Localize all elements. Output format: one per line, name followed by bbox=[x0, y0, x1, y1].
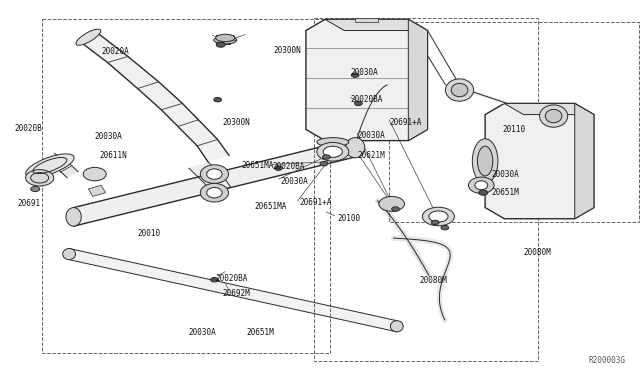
Ellipse shape bbox=[275, 166, 282, 170]
Ellipse shape bbox=[207, 169, 222, 179]
Polygon shape bbox=[189, 162, 230, 193]
Polygon shape bbox=[216, 35, 237, 40]
Ellipse shape bbox=[323, 155, 330, 159]
Ellipse shape bbox=[545, 109, 562, 123]
Text: 20691: 20691 bbox=[18, 199, 41, 208]
Polygon shape bbox=[306, 19, 428, 141]
Polygon shape bbox=[355, 18, 378, 22]
Ellipse shape bbox=[211, 278, 218, 282]
Polygon shape bbox=[485, 103, 594, 219]
Text: 20651M: 20651M bbox=[246, 328, 274, 337]
Ellipse shape bbox=[216, 34, 235, 42]
Text: R200003G: R200003G bbox=[589, 356, 626, 365]
Text: 20020BA: 20020BA bbox=[351, 95, 383, 104]
Text: 20300N: 20300N bbox=[274, 46, 301, 55]
Text: 20020BA: 20020BA bbox=[272, 162, 305, 171]
Polygon shape bbox=[504, 103, 594, 115]
Ellipse shape bbox=[207, 187, 222, 198]
Polygon shape bbox=[325, 19, 428, 31]
Text: 20651M: 20651M bbox=[492, 188, 519, 197]
Ellipse shape bbox=[422, 207, 454, 226]
Ellipse shape bbox=[472, 139, 498, 183]
Text: 20020BA: 20020BA bbox=[215, 274, 248, 283]
Ellipse shape bbox=[379, 196, 404, 211]
Ellipse shape bbox=[214, 97, 221, 102]
Ellipse shape bbox=[76, 29, 100, 45]
Text: 20010: 20010 bbox=[138, 229, 161, 238]
Ellipse shape bbox=[214, 36, 237, 44]
Text: 20030A: 20030A bbox=[189, 328, 216, 337]
Polygon shape bbox=[74, 138, 355, 226]
Text: 20651MA: 20651MA bbox=[255, 202, 287, 211]
Ellipse shape bbox=[66, 208, 81, 226]
Text: 20621M: 20621M bbox=[357, 151, 385, 160]
Text: 20651MA: 20651MA bbox=[242, 161, 275, 170]
Text: 20080M: 20080M bbox=[524, 248, 551, 257]
Ellipse shape bbox=[317, 138, 349, 147]
Ellipse shape bbox=[445, 79, 474, 101]
Polygon shape bbox=[575, 103, 594, 219]
Ellipse shape bbox=[346, 138, 365, 158]
Ellipse shape bbox=[200, 183, 228, 202]
Text: 20030A: 20030A bbox=[351, 68, 378, 77]
Polygon shape bbox=[44, 153, 78, 178]
Ellipse shape bbox=[475, 181, 488, 190]
Ellipse shape bbox=[26, 154, 74, 177]
Ellipse shape bbox=[31, 186, 40, 192]
Ellipse shape bbox=[390, 321, 403, 332]
Text: 20020A: 20020A bbox=[101, 47, 129, 56]
Polygon shape bbox=[69, 248, 397, 332]
Ellipse shape bbox=[317, 142, 349, 161]
Text: 20020B: 20020B bbox=[14, 124, 42, 133]
Ellipse shape bbox=[351, 73, 359, 77]
Polygon shape bbox=[78, 34, 229, 162]
Ellipse shape bbox=[323, 146, 342, 157]
Polygon shape bbox=[216, 36, 230, 44]
Text: 20030A: 20030A bbox=[357, 131, 385, 140]
Ellipse shape bbox=[392, 207, 399, 211]
Ellipse shape bbox=[26, 170, 54, 186]
Text: 20030A: 20030A bbox=[492, 170, 519, 179]
Text: 20692M: 20692M bbox=[223, 289, 250, 298]
Ellipse shape bbox=[477, 146, 493, 176]
Text: 20300N: 20300N bbox=[223, 118, 250, 126]
Ellipse shape bbox=[441, 225, 449, 230]
Text: 20611N: 20611N bbox=[99, 151, 127, 160]
Ellipse shape bbox=[429, 211, 448, 222]
Polygon shape bbox=[88, 185, 106, 196]
Ellipse shape bbox=[63, 248, 76, 260]
Ellipse shape bbox=[451, 83, 468, 97]
Ellipse shape bbox=[479, 190, 488, 195]
Text: 20030A: 20030A bbox=[95, 132, 122, 141]
Ellipse shape bbox=[200, 165, 228, 183]
Text: 20030A: 20030A bbox=[280, 177, 308, 186]
Ellipse shape bbox=[355, 101, 362, 106]
Text: 20100: 20100 bbox=[338, 214, 361, 223]
Ellipse shape bbox=[431, 220, 439, 225]
Ellipse shape bbox=[216, 42, 225, 47]
Ellipse shape bbox=[468, 177, 494, 193]
Ellipse shape bbox=[83, 167, 106, 181]
Ellipse shape bbox=[540, 105, 568, 127]
Text: 20691+A: 20691+A bbox=[389, 118, 422, 126]
Polygon shape bbox=[408, 19, 428, 141]
Text: 20080M: 20080M bbox=[419, 276, 447, 285]
Text: 20110: 20110 bbox=[502, 125, 525, 134]
Ellipse shape bbox=[320, 161, 328, 166]
Text: 20691+A: 20691+A bbox=[300, 198, 332, 207]
